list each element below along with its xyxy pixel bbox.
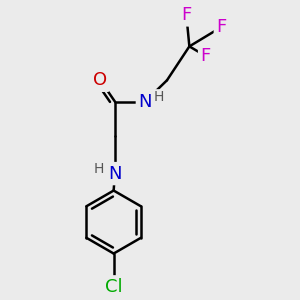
Text: N: N — [138, 92, 152, 110]
Text: O: O — [93, 71, 107, 89]
Text: F: F — [181, 6, 191, 24]
Text: F: F — [201, 47, 211, 65]
Text: N: N — [108, 165, 122, 183]
Text: H: H — [153, 90, 164, 104]
Text: H: H — [94, 162, 104, 176]
Text: F: F — [216, 18, 226, 36]
Text: Cl: Cl — [105, 278, 122, 296]
